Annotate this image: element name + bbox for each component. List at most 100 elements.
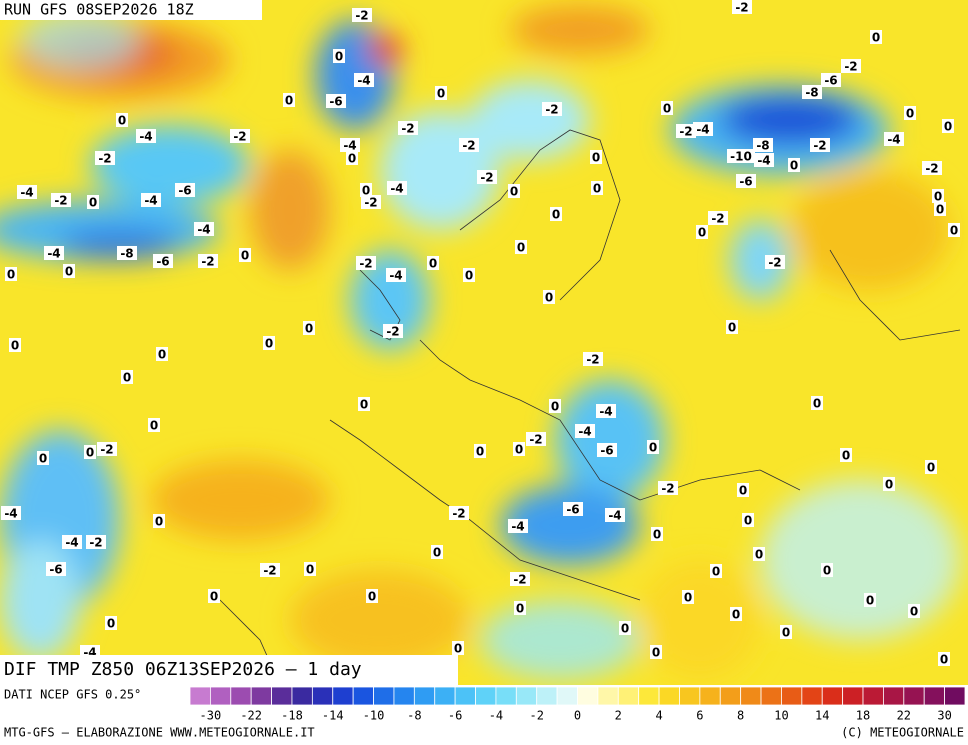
contour-label: 0	[65, 265, 73, 279]
colorbar-tick-label: -18	[281, 709, 303, 723]
contour-label: 0	[89, 196, 97, 210]
contour-label-box	[116, 113, 128, 127]
contour-label-box	[596, 404, 616, 418]
contour-label: 0	[305, 322, 313, 336]
contour-label-box	[366, 589, 378, 603]
contour-label-box	[884, 132, 904, 146]
contour-label: 0	[910, 605, 918, 619]
contour-label-box	[821, 563, 833, 577]
contour-label: -2	[263, 564, 276, 578]
colorbar-swatch	[454, 686, 476, 706]
colorbar-swatch	[332, 686, 354, 706]
contour-label-box	[508, 184, 520, 198]
contour-label-box	[904, 106, 916, 120]
contour-label: -2	[98, 152, 111, 166]
contour-label-box	[141, 193, 161, 207]
contour-label-box	[811, 396, 823, 410]
contour-label-box	[619, 621, 631, 635]
contour-label: -4	[696, 123, 709, 137]
contour-label: 0	[739, 484, 747, 498]
colorbar-swatch	[271, 686, 293, 706]
contour-label: -2	[513, 573, 526, 587]
contour-label: 0	[621, 622, 629, 636]
contour-label-box	[841, 59, 861, 73]
contour-label: 0	[885, 478, 893, 492]
contour-label: 0	[744, 514, 752, 528]
contour-label: 0	[123, 371, 131, 385]
colorbar-swatch	[679, 686, 701, 706]
colorbar-swatch	[821, 686, 844, 706]
contour-label-box	[431, 545, 443, 559]
contour-label-box	[37, 451, 49, 465]
contour-label-box	[105, 616, 117, 630]
contour-label-box	[463, 268, 475, 282]
contour-label-box	[452, 641, 464, 655]
contour-label-box	[696, 225, 708, 239]
contour-label-box	[605, 508, 625, 522]
contour-label: 0	[649, 441, 657, 455]
contour-label: 0	[712, 565, 720, 579]
colorbar-swatch	[862, 686, 884, 706]
contour-label-box	[549, 399, 561, 413]
contour-label-box	[736, 174, 756, 188]
contour-label: 0	[593, 182, 601, 196]
contour-label-box	[474, 444, 486, 458]
contour-label-box	[86, 535, 106, 549]
contour-label-box	[360, 183, 372, 197]
contour-label-box	[864, 593, 876, 607]
contour-label-box	[658, 481, 678, 495]
contour-label-box	[651, 527, 663, 541]
contour-label-box	[510, 572, 530, 586]
contour-label: 0	[944, 120, 952, 134]
contour-label: -2	[545, 103, 558, 117]
contour-label-box	[304, 562, 316, 576]
contour-label-box	[198, 254, 218, 268]
run-label: RUN GFS 08SEP2026 18Z	[4, 1, 194, 19]
contour-label-box	[346, 151, 358, 165]
contour-label-box	[326, 94, 346, 108]
contour-label-box	[575, 424, 595, 438]
contour-label-box	[340, 138, 360, 152]
contour-label-box	[682, 590, 694, 604]
contour-label-box	[542, 102, 562, 116]
contour-label-box	[117, 246, 137, 260]
contour-label-box	[459, 138, 479, 152]
contour-label: 0	[842, 449, 850, 463]
contour-label: -4	[20, 186, 33, 200]
contour-label-box	[925, 460, 937, 474]
contour-label: 0	[158, 348, 166, 362]
contour-label: -4	[139, 130, 152, 144]
run-box	[0, 0, 262, 20]
contour-label: 0	[936, 203, 944, 217]
contour-label: -2	[452, 507, 465, 521]
contour-label-box	[121, 370, 133, 384]
contour-label-box	[84, 445, 96, 459]
contour-label: 0	[348, 152, 356, 166]
contour-label: -2	[462, 139, 475, 153]
colorbar-swatch	[719, 686, 742, 706]
contour-label-box	[156, 347, 168, 361]
contour-label: 0	[872, 31, 880, 45]
contour-label: 0	[663, 102, 671, 116]
colorbar-tick-label: -14	[322, 709, 344, 723]
contour-label-box	[97, 442, 117, 456]
contour-label: 0	[545, 291, 553, 305]
contour-label-box	[263, 336, 275, 350]
contour-label: -6	[178, 184, 191, 198]
contour-label-box	[153, 514, 165, 528]
colorbar-swatch	[577, 686, 599, 706]
contour-label-box	[676, 124, 696, 138]
contour-label: -2	[925, 162, 938, 176]
colorbar-swatch	[413, 686, 436, 706]
contour-label: 0	[940, 653, 948, 667]
colorbar-tick-label: 2	[615, 709, 622, 723]
colorbar-swatch	[536, 686, 558, 706]
contour-label: -4	[389, 269, 402, 283]
contour-label: -8	[805, 86, 818, 100]
contour-label-box	[650, 645, 662, 659]
contour-label: -2	[768, 256, 781, 270]
contour-label-box	[239, 248, 251, 262]
contour-label: 0	[684, 591, 692, 605]
contour-label: -4	[197, 223, 210, 237]
title-box	[0, 655, 458, 685]
